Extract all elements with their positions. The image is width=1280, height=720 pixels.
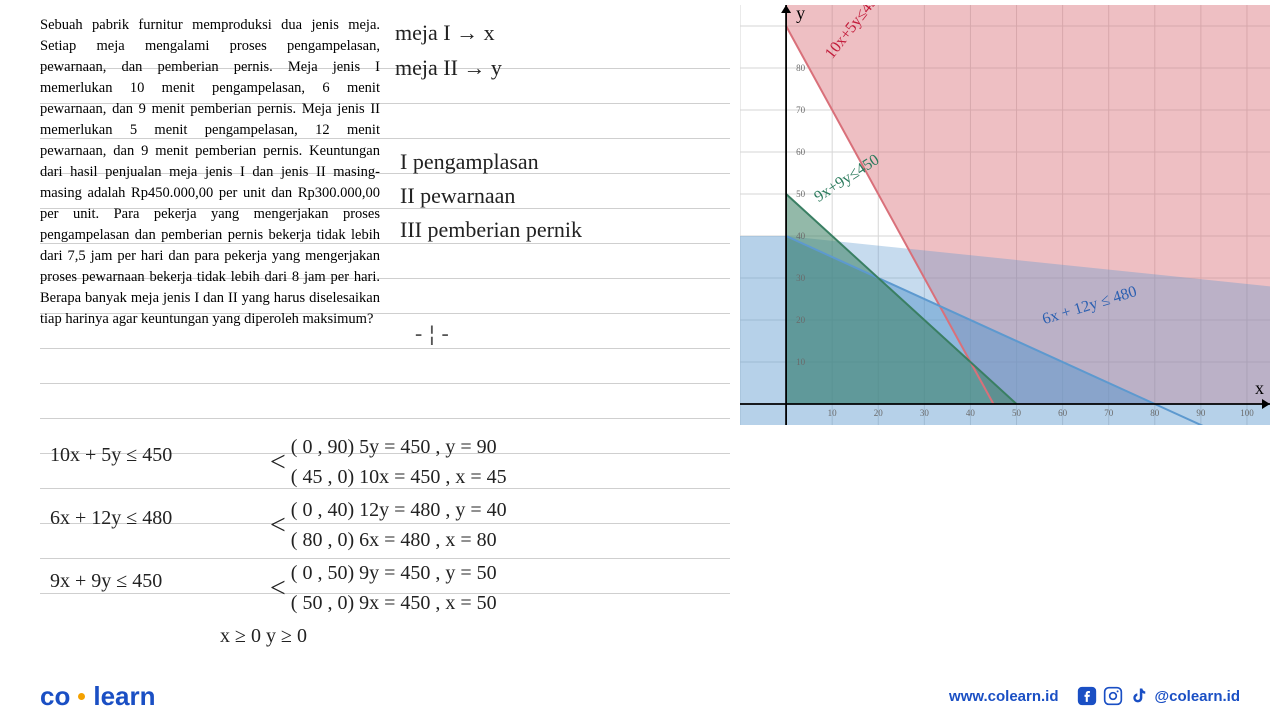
svg-text:20: 20 [796, 315, 806, 325]
logo-dot-icon [78, 693, 85, 700]
svg-text:20: 20 [874, 408, 884, 418]
svg-text:80: 80 [796, 63, 806, 73]
brand-logo: co learn [40, 681, 156, 712]
svg-text:70: 70 [1104, 408, 1114, 418]
hw-line: 9x + 9y ≤ 450 < ( 0 , 50) 9y = 450 , y =… [50, 558, 507, 618]
social-handle: @colearn.id [1155, 688, 1240, 705]
svg-text:60: 60 [1058, 408, 1068, 418]
hw-line: meja II → y [395, 50, 502, 85]
hw-line: III pemberian pernik [400, 213, 582, 247]
svg-text:10: 10 [796, 357, 806, 367]
cursor-mark: -¦- [412, 322, 452, 347]
hw-line: I pengamplasan [400, 145, 582, 179]
logo-learn: learn [93, 681, 155, 712]
problem-statement: Sebuah pabrik furnitur memproduksi dua j… [40, 15, 380, 330]
logo-co: co [40, 681, 70, 712]
svg-text:90: 90 [1196, 408, 1206, 418]
svg-text:30: 30 [920, 408, 930, 418]
svg-text:10: 10 [828, 408, 838, 418]
hw-line: II pewarnaan [400, 179, 582, 213]
constraint-graph: yx10203040506070809010010203040506070801… [740, 5, 1270, 425]
hw-line: x ≥ 0 y ≥ 0 [50, 621, 507, 651]
handwriting-constraints: 10x + 5y ≤ 450 < ( 0 , 90) 5y = 450 , y … [50, 432, 507, 654]
footer-bar: co learn www.colearn.id @colearn.id [0, 672, 1280, 720]
handwriting-variable-defs: meja I → x meja II → y [395, 15, 502, 85]
svg-text:80: 80 [1150, 408, 1160, 418]
instagram-icon [1103, 686, 1123, 706]
svg-text:30: 30 [796, 273, 806, 283]
svg-text:60: 60 [796, 147, 806, 157]
hw-line: meja I → x [395, 15, 502, 50]
footer-right: www.colearn.id @colearn.id [949, 686, 1240, 706]
svg-text:40: 40 [966, 408, 976, 418]
social-icons: @colearn.id [1077, 686, 1240, 706]
svg-text:50: 50 [1012, 408, 1022, 418]
facebook-icon [1077, 686, 1097, 706]
handwriting-processes: I pengamplasan II pewarnaan III pemberia… [400, 145, 582, 247]
hw-line: 6x + 12y ≤ 480 < ( 0 , 40) 12y = 480 , y… [50, 495, 507, 555]
svg-text:40: 40 [796, 231, 806, 241]
tiktok-icon [1129, 686, 1149, 706]
footer-url: www.colearn.id [949, 688, 1058, 705]
svg-text:70: 70 [796, 105, 806, 115]
svg-text:50: 50 [796, 189, 806, 199]
svg-text:100: 100 [1240, 408, 1254, 418]
hw-line: 10x + 5y ≤ 450 < ( 0 , 90) 5y = 450 , y … [50, 432, 507, 492]
svg-text:y: y [796, 5, 805, 23]
svg-text:x: x [1255, 378, 1264, 398]
